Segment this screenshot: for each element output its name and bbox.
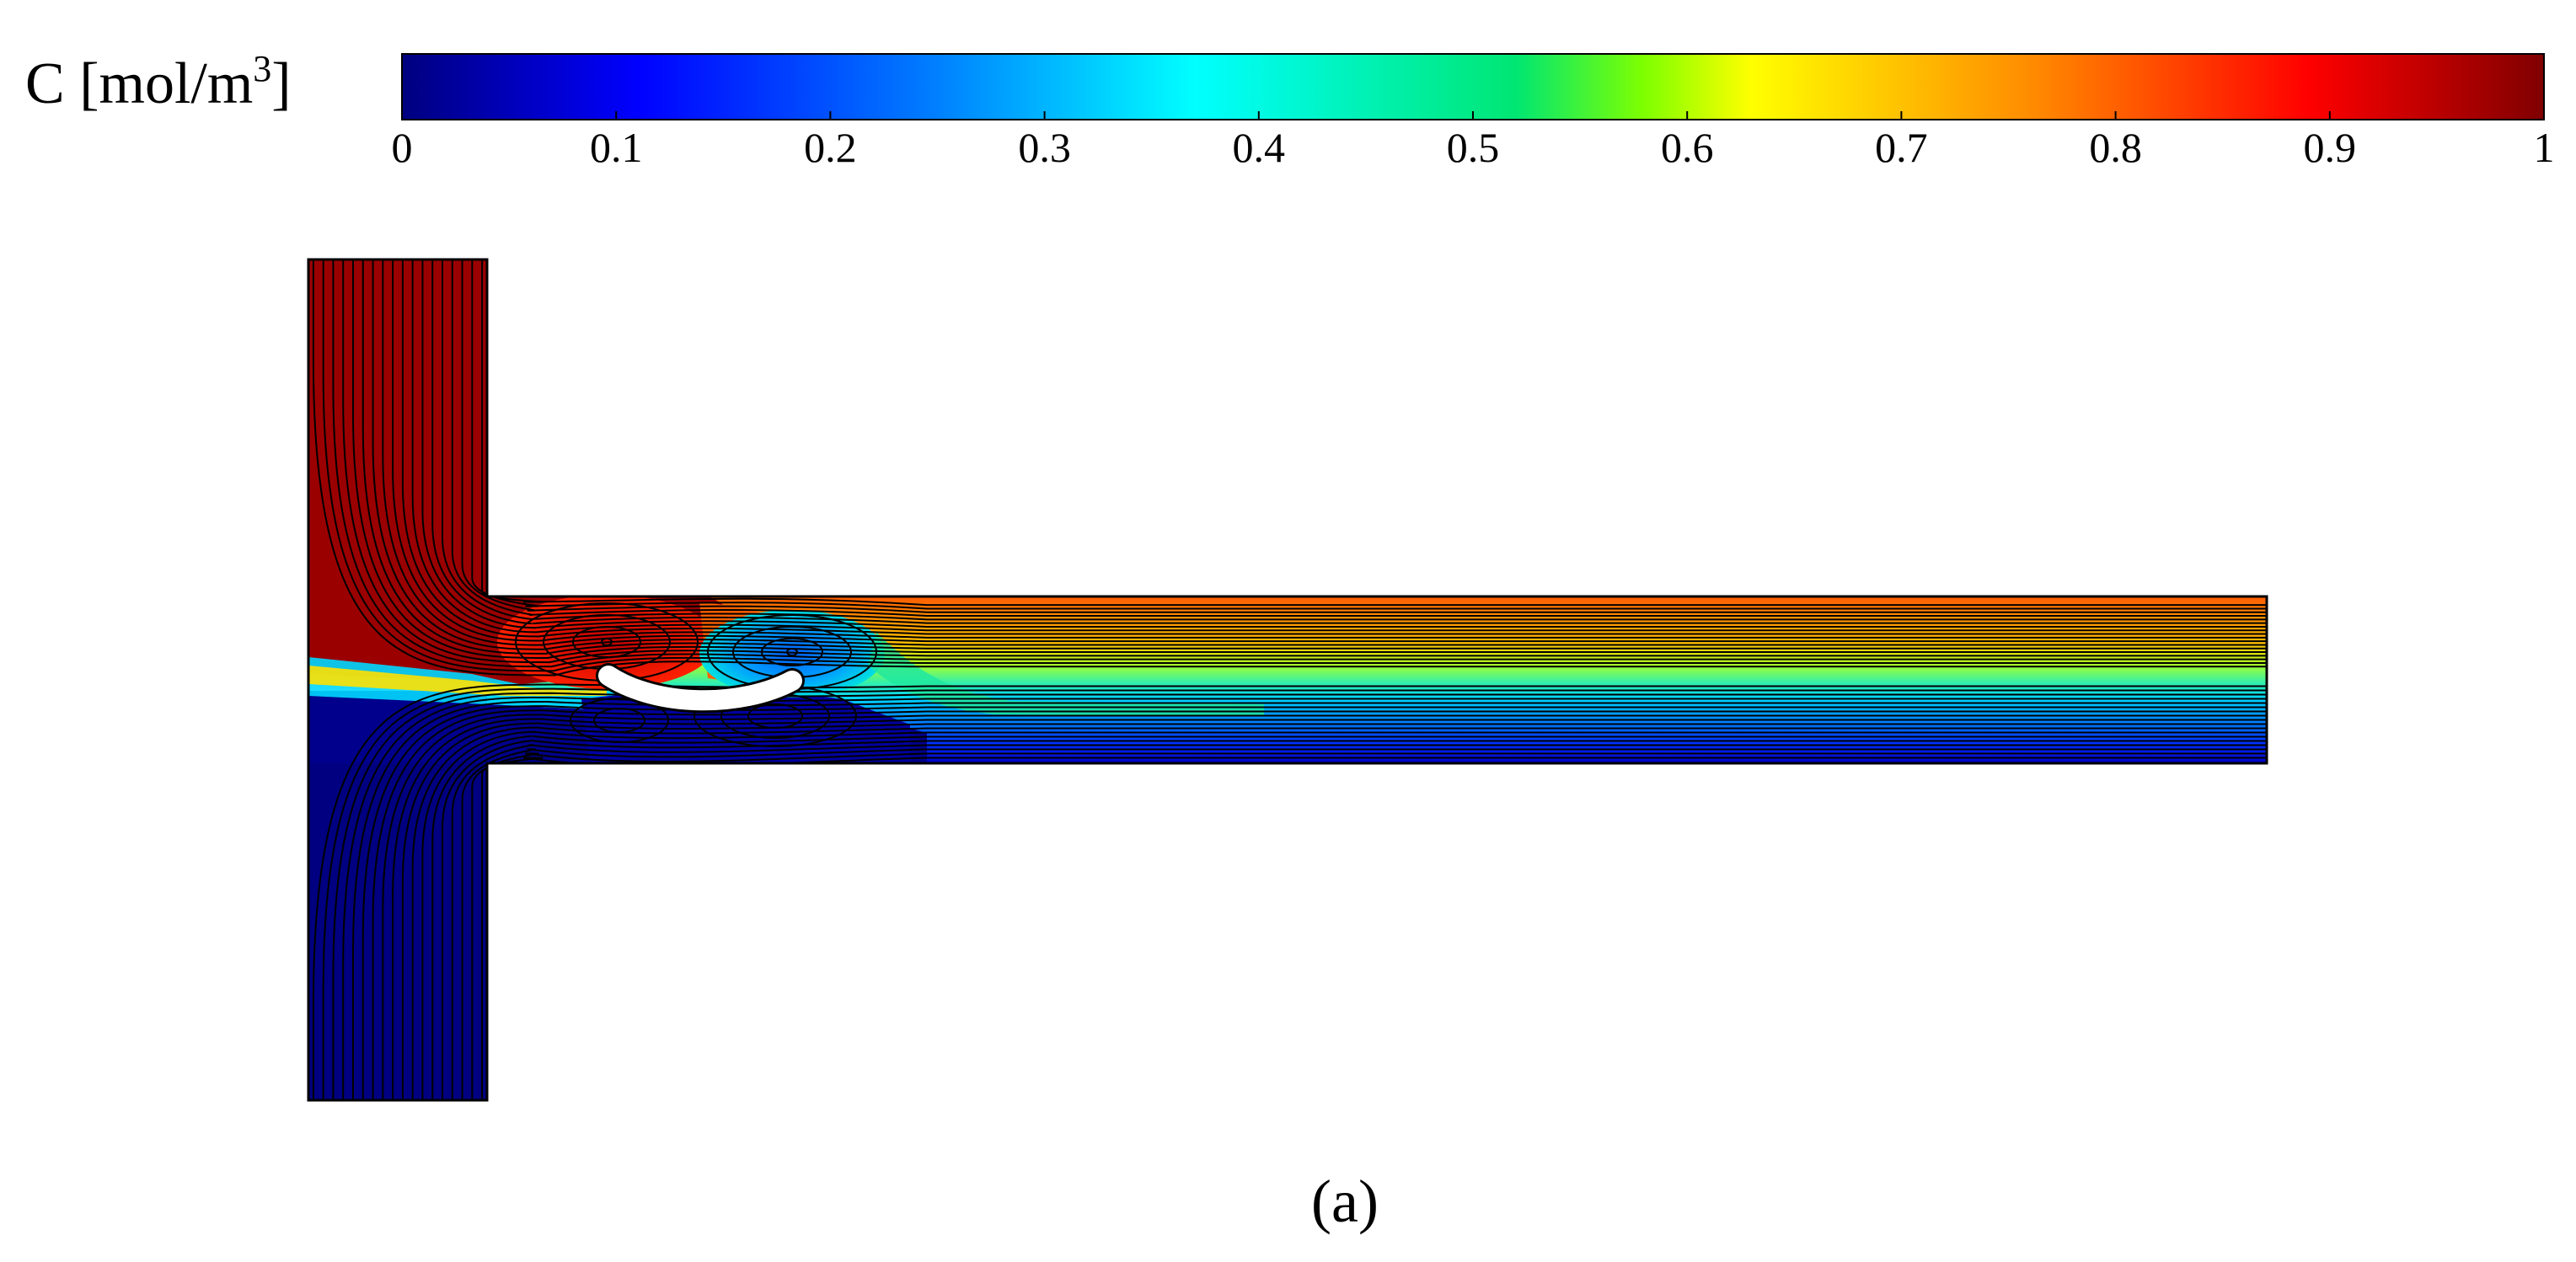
streamline <box>481 757 2267 1100</box>
colorbar-tick-label: 0.9 <box>2304 124 2357 171</box>
streamline <box>322 259 2267 672</box>
streamline <box>411 259 2267 634</box>
colorbar-tick-label: 1 <box>2534 124 2555 171</box>
colorbar-tick-label: 0.8 <box>2089 124 2142 171</box>
streamline <box>382 714 2267 1100</box>
streamline <box>401 259 2267 638</box>
streamline <box>421 730 2267 1100</box>
streamline <box>332 259 2267 668</box>
streamline <box>442 740 2267 1100</box>
streamline <box>401 722 2267 1100</box>
colorbar-tick-label: 0.6 <box>1661 124 1714 171</box>
streamline <box>392 718 2267 1100</box>
streamline <box>392 259 2267 642</box>
streamline <box>471 752 2267 1100</box>
streamline <box>342 696 2267 1100</box>
colorbar-label: C [mol/m3] <box>25 48 292 116</box>
streamline <box>421 259 2267 629</box>
colorbar-tick-label: 0.7 <box>1875 124 1928 171</box>
colorbar-tick-label: 0 <box>392 124 413 171</box>
streamline <box>431 735 2267 1100</box>
flow-domain <box>308 259 2267 1100</box>
streamline <box>382 259 2267 646</box>
streamline <box>461 748 2267 1100</box>
streamline <box>361 705 2267 1100</box>
streamline <box>411 726 2267 1100</box>
streamline <box>451 744 2267 1100</box>
streamline <box>372 709 2267 1100</box>
domain-outline <box>307 258 2268 1102</box>
streamline <box>431 259 2267 625</box>
streamline <box>372 259 2267 650</box>
colorbar-tick-label: 0.5 <box>1447 124 1500 171</box>
colorbar-tick-label: 0.4 <box>1233 124 1286 171</box>
colorbar-tick-label: 0.3 <box>1018 124 1071 171</box>
colorbar-tick-label: 0.2 <box>804 124 857 171</box>
figure-caption: (a) <box>1311 1168 1379 1235</box>
colorbar-gradient <box>401 53 2545 120</box>
colorbar: C [mol/m3] 0 0.1 0.2 0.3 0.4 0.5 0.6 0.7 0.8 0.9 1 <box>25 48 2555 171</box>
streamline <box>312 259 2267 676</box>
streamline <box>361 259 2267 655</box>
colorbar-ticks: 0 0.1 0.2 0.3 0.4 0.5 0.6 0.7 0.8 0.9 1 <box>392 111 2555 171</box>
streamline <box>481 259 2267 607</box>
streamline <box>352 700 2267 1100</box>
streamline <box>471 259 2267 610</box>
streamline <box>451 259 2267 618</box>
streamline <box>442 259 2267 621</box>
streamlines <box>312 259 2267 1100</box>
curved-baffle-fill <box>598 666 802 711</box>
streamline <box>461 259 2267 613</box>
colorbar-tick-label: 0.1 <box>590 124 643 171</box>
